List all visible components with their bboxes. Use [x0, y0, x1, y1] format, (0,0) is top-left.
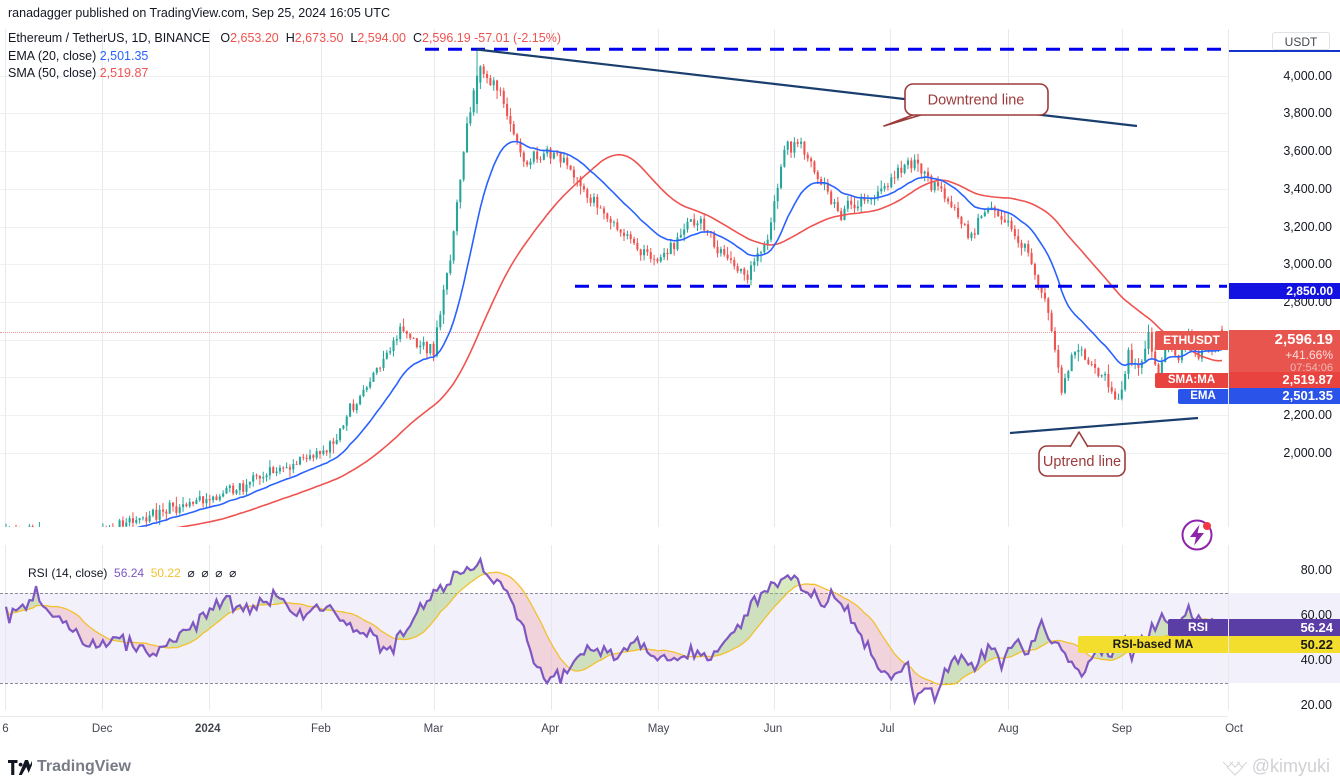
svg-text:Uptrend line: Uptrend line [1043, 454, 1121, 470]
svg-text:Downtrend line: Downtrend line [928, 93, 1025, 109]
